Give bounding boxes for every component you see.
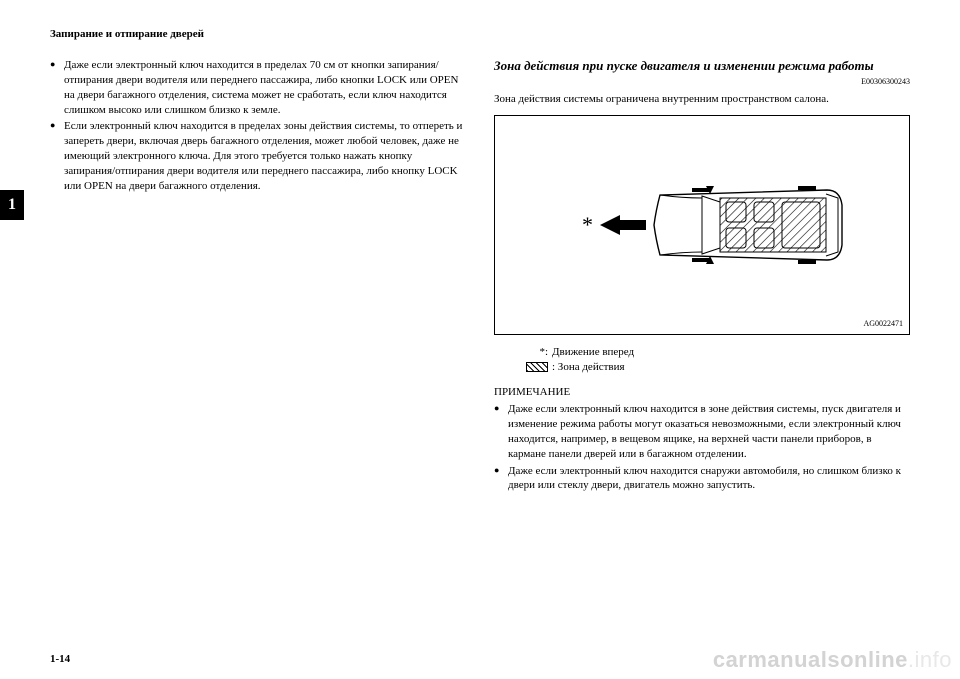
arrow-icon xyxy=(600,215,646,235)
left-column: Даже если электронный ключ находится в п… xyxy=(50,58,466,495)
notes-list: Даже если электронный ключ находится в з… xyxy=(494,402,910,493)
car-outline xyxy=(654,186,842,264)
figure-box: * xyxy=(494,115,910,335)
note-heading: ПРИМЕЧАНИЕ xyxy=(494,385,910,400)
car-diagram: * xyxy=(542,140,862,310)
legend-asterisk-text: Движение вперед xyxy=(552,345,634,360)
page: Запирание и отпирание дверей 1 Даже если… xyxy=(0,0,960,679)
section-tab: 1 xyxy=(0,190,24,220)
note-item: Даже если электронный ключ находится в з… xyxy=(494,402,910,461)
left-bullet-list: Даже если электронный ключ находится в п… xyxy=(50,58,466,194)
legend-hatch-symbol xyxy=(524,360,548,375)
asterisk-symbol: * xyxy=(582,212,593,237)
note-item: Даже если электронный ключ находится сна… xyxy=(494,464,910,494)
page-number: 1-14 xyxy=(50,653,70,665)
legend: *: Движение вперед : Зона действия xyxy=(524,345,910,376)
bullet-item: Даже если электронный ключ находится в п… xyxy=(50,58,466,117)
figure-code: AG0022471 xyxy=(863,319,903,330)
legend-asterisk-symbol: *: xyxy=(524,345,548,360)
legend-row-hatch: : Зона действия xyxy=(524,360,910,375)
right-column: Зона действия при пуске двигателя и изме… xyxy=(494,58,910,495)
watermark: carmanualsonline.info xyxy=(713,647,952,673)
hatch-icon xyxy=(526,362,548,372)
doc-code: E00306300243 xyxy=(494,77,910,88)
page-header: Запирание и отпирание дверей xyxy=(50,28,910,40)
intro-text: Зона действия системы ограничена внутрен… xyxy=(494,92,910,107)
legend-hatch-text: : Зона действия xyxy=(552,360,625,375)
legend-row-asterisk: *: Движение вперед xyxy=(524,345,910,360)
section-title: Зона действия при пуске двигателя и изме… xyxy=(494,58,910,75)
watermark-part1: carmanualsonline xyxy=(713,647,908,672)
content-columns: Даже если электронный ключ находится в п… xyxy=(50,58,910,495)
watermark-part2: .info xyxy=(908,647,952,672)
bullet-item: Если электронный ключ находится в предел… xyxy=(50,119,466,193)
